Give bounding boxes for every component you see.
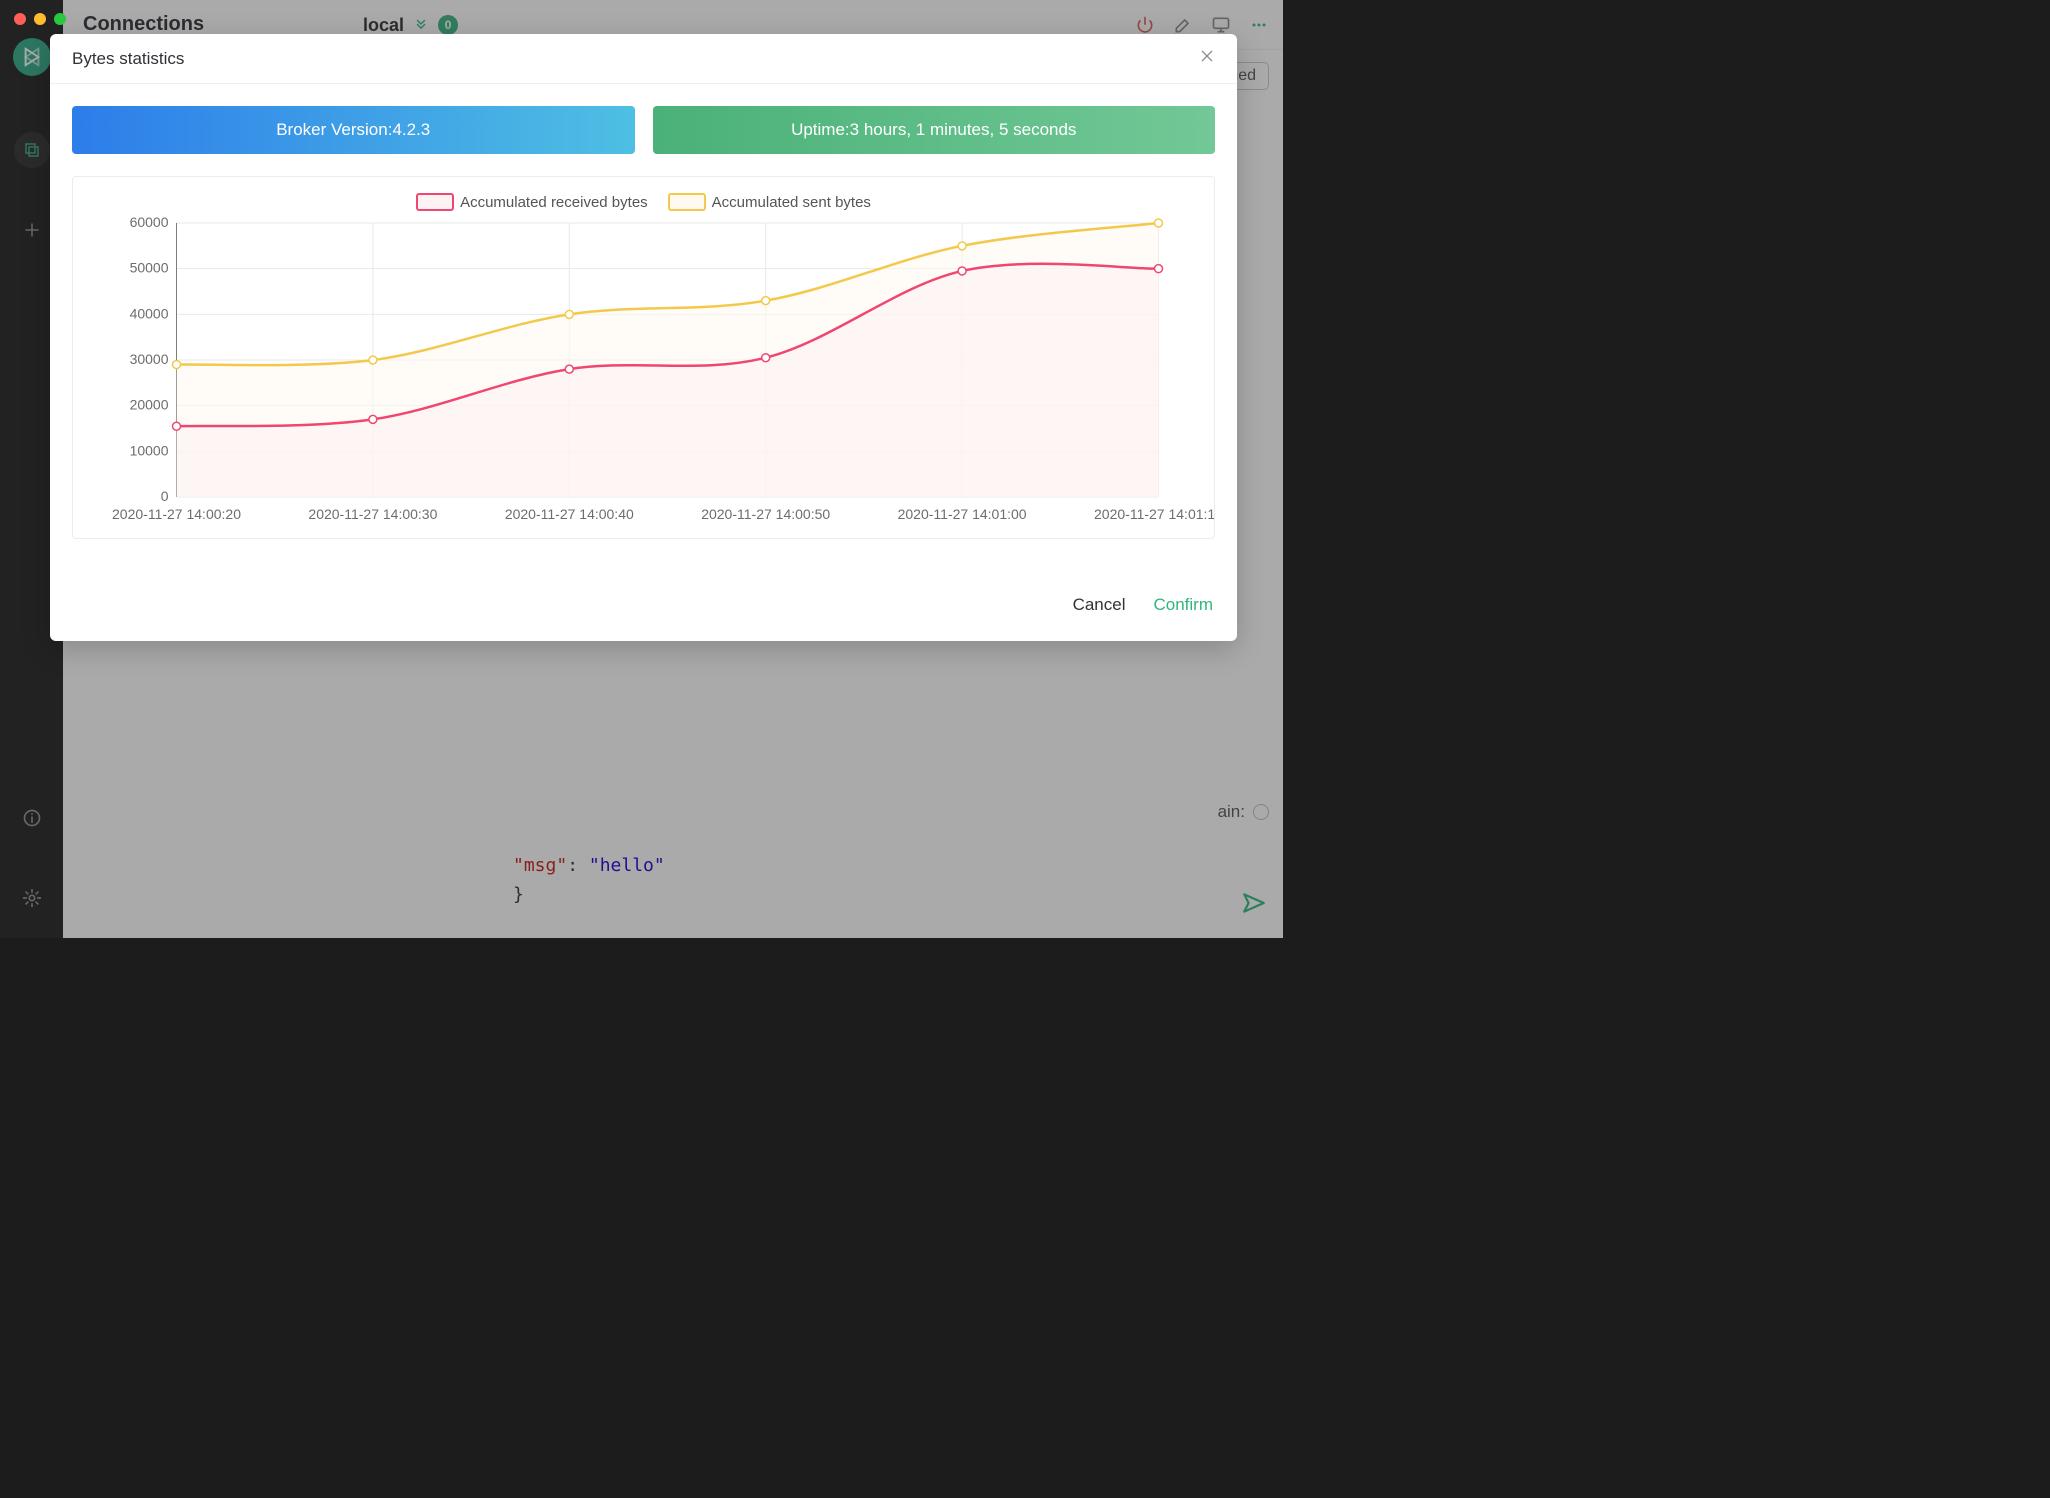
svg-text:60000: 60000 [130,214,169,230]
svg-text:2020-11-27 14:00:30: 2020-11-27 14:00:30 [308,506,437,522]
modal-title: Bytes statistics [72,49,184,69]
svg-text:2020-11-27 14:00:20: 2020-11-27 14:00:20 [112,506,241,522]
svg-text:2020-11-27 14:01:10: 2020-11-27 14:01:10 [1094,506,1214,522]
legend-swatch [668,193,706,211]
bytes-chart: 0 10000 20000 30000 40000 50000 60000 2020-11-2… [73,213,1214,533]
modal-header: Bytes statistics [50,34,1237,84]
bytes-stats-modal: Bytes statistics Broker Version: 4.2.3 U… [50,34,1237,641]
card-broker-version: Broker Version: 4.2.3 [72,106,635,154]
cancel-button[interactable]: Cancel [1073,595,1126,615]
chart-container: Accumulated received bytes Accumulated se… [72,176,1215,539]
svg-text:0: 0 [161,488,169,504]
svg-text:40000: 40000 [130,305,169,321]
card-uptime: Uptime: 3 hours, 1 minutes, 5 seconds [653,106,1216,154]
close-icon[interactable] [1199,48,1215,69]
mac-traffic-lights [14,13,66,25]
card-version-value: 4.2.3 [392,120,430,140]
modal-actions: Cancel Confirm [50,557,1237,641]
svg-text:2020-11-27 14:00:50: 2020-11-27 14:00:50 [701,506,830,522]
legend-item[interactable]: Accumulated received bytes [416,193,648,211]
svg-text:10000: 10000 [130,442,169,458]
svg-text:30000: 30000 [130,351,169,367]
svg-text:2020-11-27 14:00:40: 2020-11-27 14:00:40 [505,506,634,522]
chart-legend: Accumulated received bytes Accumulated se… [73,193,1214,211]
card-version-label: Broker Version: [276,120,392,140]
card-uptime-label: Uptime: [791,120,850,140]
legend-label: Accumulated received bytes [460,194,648,211]
window-close-dot[interactable] [14,13,26,25]
stat-cards: Broker Version: 4.2.3 Uptime: 3 hours, 1… [50,84,1237,176]
svg-text:50000: 50000 [130,260,169,276]
window-zoom-dot[interactable] [54,13,66,25]
svg-text:2020-11-27 14:01:00: 2020-11-27 14:01:00 [898,506,1027,522]
legend-swatch [416,193,454,211]
card-uptime-value: 3 hours, 1 minutes, 5 seconds [850,120,1077,140]
legend-label: Accumulated sent bytes [712,194,871,211]
confirm-button[interactable]: Confirm [1153,595,1213,615]
window-minimize-dot[interactable] [34,13,46,25]
legend-item[interactable]: Accumulated sent bytes [668,193,871,211]
svg-text:20000: 20000 [130,397,169,413]
